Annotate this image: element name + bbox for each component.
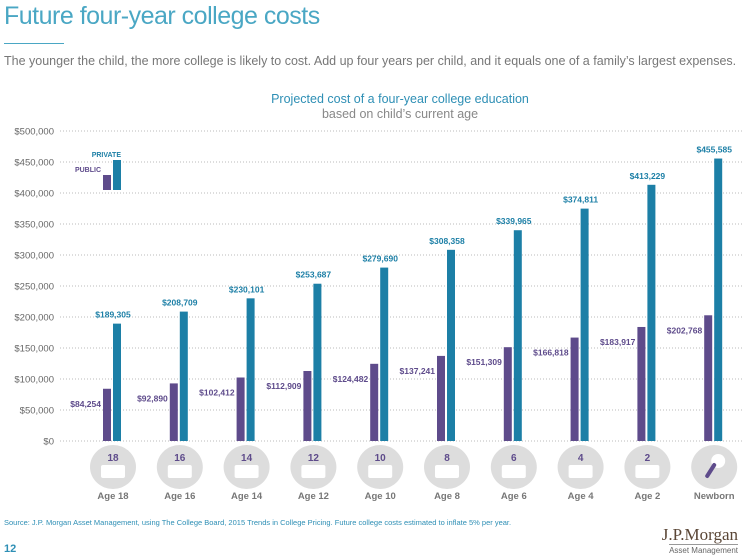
y-tick-label: $50,000: [20, 406, 54, 417]
data-label-public: $124,482: [333, 374, 369, 384]
data-label-public: $151,309: [466, 357, 502, 367]
y-tick-label: $0: [43, 437, 54, 448]
chart-subtitle: based on child’s current age: [321, 107, 479, 121]
logo: J.P.Morgan: [661, 525, 738, 544]
bar-public: [503, 347, 512, 441]
y-tick-label: $400,000: [14, 189, 54, 200]
data-label-private: $308,358: [429, 236, 465, 246]
data-label-private: $413,229: [630, 171, 666, 181]
x-tick-label: Age 8: [434, 491, 460, 502]
x-tick-label: Age 10: [365, 491, 396, 502]
x-tick-label: Newborn: [694, 491, 735, 502]
bar-public: [704, 315, 713, 441]
page-subtitle: The younger the child, the more college …: [4, 54, 737, 68]
y-tick-label: $450,000: [14, 158, 54, 169]
bar-private: [113, 323, 121, 441]
y-tick-label: $100,000: [14, 375, 54, 386]
data-label-public: $202,768: [667, 325, 703, 335]
cake-icon: [101, 465, 125, 478]
cake-icon: [568, 465, 593, 478]
y-tick-label: $150,000: [14, 344, 54, 355]
bar-public: [437, 355, 445, 441]
cake-candle-number: 8: [444, 453, 450, 464]
title-rule: [4, 43, 64, 44]
data-label-public: $166,818: [533, 348, 569, 358]
cake-candle-number: 12: [308, 453, 320, 464]
x-tick-label: Age 14: [231, 491, 263, 502]
x-tick-label: Age 16: [164, 491, 195, 502]
legend-swatch-private: [113, 160, 121, 190]
bar-public: [103, 388, 111, 441]
cake-icon: [167, 465, 192, 478]
y-tick-label: $500,000: [14, 127, 54, 138]
rattle-handle: [705, 463, 717, 478]
bar-private: [513, 230, 522, 441]
bar-private: [647, 184, 656, 441]
cake-candle-number: 10: [375, 453, 387, 464]
logo-subtitle: Asset Management: [669, 544, 738, 555]
y-tick-label: $300,000: [14, 251, 54, 262]
x-tick-label: Age 2: [634, 491, 660, 502]
y-tick-label: $200,000: [14, 313, 54, 324]
legend-swatch-public: [103, 175, 111, 190]
data-label-private: $374,811: [563, 195, 598, 205]
data-label-public: $102,412: [199, 388, 235, 398]
cake-icon: [301, 465, 326, 478]
data-label-public: $92,890: [137, 393, 168, 403]
bar-public: [637, 326, 646, 441]
bar-public: [236, 377, 245, 441]
bar-chart: $0 $50,000 $100,000 $150,000 $200,000 $250,00…: [14, 127, 742, 502]
cake-candle-number: 4: [578, 453, 584, 464]
cake-icon: [435, 465, 459, 478]
x-tick-label: Age 18: [97, 491, 128, 502]
data-label-public: $137,241: [400, 366, 436, 376]
cake-icon: [234, 465, 259, 478]
bar-private: [580, 208, 589, 441]
data-label-private: $339,965: [496, 216, 532, 226]
page-title: Future four-year college costs: [4, 2, 320, 30]
data-label-private: $230,101: [229, 284, 265, 294]
cake-candle-number: 2: [645, 453, 651, 464]
page-number: 12: [4, 543, 17, 555]
x-tick-label: Age 12: [298, 491, 329, 502]
legend-label-private: PRIVATE: [92, 152, 122, 159]
bar-public: [570, 337, 579, 441]
bar-private: [179, 311, 188, 441]
chart-title: Projected cost of a four-year college ed…: [271, 92, 529, 106]
data-label-public: $84,254: [70, 399, 101, 409]
cake-candle-number: 14: [241, 453, 253, 464]
data-label-public: $183,917: [600, 337, 636, 347]
cake-candle-number: 16: [174, 453, 186, 464]
cake-candle-number: 18: [107, 453, 119, 464]
bar-public: [169, 383, 178, 441]
x-tick-label: Age 4: [568, 491, 595, 502]
data-label-private: $208,709: [162, 298, 198, 308]
y-tick-label: $350,000: [14, 220, 54, 231]
cake-icon: [368, 465, 393, 478]
cake-icon: [635, 465, 660, 478]
data-label-private: $279,690: [362, 254, 398, 264]
bar-private: [447, 249, 455, 441]
cake-candle-number: 6: [511, 453, 517, 464]
bar-private: [714, 158, 723, 441]
source-note: Source: J.P. Morgan Asset Management, us…: [4, 518, 512, 527]
bar-private: [313, 283, 322, 441]
legend-label-public: PUBLIC: [75, 167, 101, 174]
data-label-private: $253,687: [296, 270, 332, 280]
data-label-public: $112,909: [266, 381, 301, 391]
data-label-private: $189,305: [95, 310, 131, 320]
bar-private: [380, 267, 389, 441]
x-tick-label: Age 6: [501, 491, 527, 502]
y-tick-label: $250,000: [14, 282, 54, 293]
bar-private: [246, 298, 255, 441]
bar-public: [370, 363, 379, 441]
data-label-private: $455,585: [696, 145, 732, 155]
cake-icon: [501, 465, 526, 478]
bar-public: [303, 370, 312, 441]
